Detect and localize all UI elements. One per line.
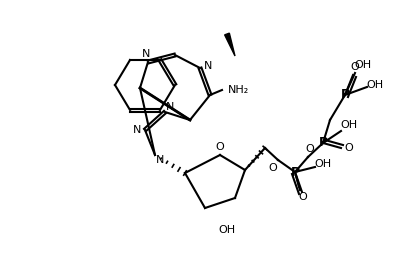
- Text: O: O: [344, 143, 352, 153]
- Text: P: P: [318, 136, 327, 150]
- Text: O: O: [215, 142, 224, 152]
- Text: NH₂: NH₂: [228, 85, 249, 95]
- Text: P: P: [290, 166, 299, 179]
- Text: O: O: [268, 163, 277, 173]
- Text: OH: OH: [218, 225, 235, 235]
- Polygon shape: [224, 33, 234, 56]
- Text: OH: OH: [340, 120, 357, 130]
- Text: N: N: [141, 49, 150, 59]
- Text: OH: OH: [366, 80, 383, 90]
- Text: N: N: [203, 61, 212, 71]
- Text: O: O: [298, 192, 307, 202]
- Text: OH: OH: [354, 60, 371, 70]
- Text: OH: OH: [313, 159, 331, 169]
- Text: N: N: [156, 155, 164, 165]
- Text: O: O: [350, 62, 358, 72]
- Text: O: O: [305, 144, 313, 154]
- Text: N: N: [132, 125, 141, 135]
- Text: N: N: [165, 102, 174, 112]
- Text: P: P: [340, 88, 349, 102]
